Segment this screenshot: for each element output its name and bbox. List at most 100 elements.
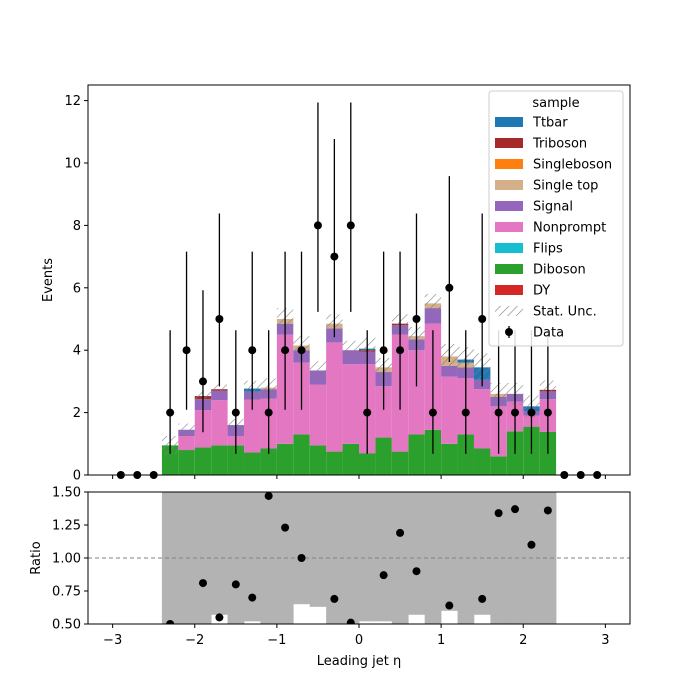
ratio-y-tick-label: 0.50 [52, 618, 81, 633]
bar-diboson [260, 448, 277, 475]
bar-diboson [326, 451, 343, 475]
x-tick-label: 0 [355, 633, 363, 648]
legend-label: Stat. Unc. [533, 305, 597, 320]
y-tick-label: 0 [73, 469, 81, 484]
ratio-band-bin [473, 492, 491, 615]
data-point [166, 408, 175, 417]
bar-nonprompt [342, 364, 359, 444]
legend-title: sample [532, 96, 579, 111]
data-points [116, 102, 602, 479]
ratio-y-tick-label: 1.00 [52, 552, 81, 567]
bar-diboson [391, 451, 409, 475]
bar-diboson [293, 434, 310, 475]
y-tick-label: 4 [73, 344, 81, 359]
data-point [428, 408, 437, 417]
ratio-point [494, 509, 503, 518]
data-point [363, 408, 372, 417]
bar-nonprompt [473, 389, 491, 449]
data-point [543, 408, 552, 417]
data-point [313, 221, 322, 230]
x-tick-label: −1 [267, 633, 286, 648]
bar-nonprompt [408, 350, 425, 435]
ratio-band-bin [441, 492, 458, 611]
legend-swatch [495, 201, 523, 211]
ratio-point [379, 571, 388, 580]
stat-unc-bin [178, 423, 195, 436]
bar-nonprompt [309, 384, 327, 446]
legend-label: Singleboson [533, 158, 612, 173]
data-point [346, 221, 355, 230]
ratio-y-label: Ratio [29, 541, 44, 574]
bar-signal [211, 390, 228, 401]
legend-label: Nonprompt [533, 221, 606, 236]
stat-unc-bin [424, 294, 442, 313]
ratio-point [527, 540, 536, 549]
data-point [182, 346, 191, 355]
data-point [379, 346, 388, 355]
bar-diboson [211, 445, 228, 475]
ratio-band-bin [244, 492, 261, 622]
ratio-y-tick-label: 1.50 [52, 486, 81, 501]
legend-label: Ttbar [532, 116, 568, 131]
bar-diboson [457, 434, 474, 475]
y-tick-label: 12 [64, 94, 81, 109]
legend-swatch [495, 285, 523, 295]
legend-frame [488, 90, 624, 347]
bar-nonprompt [211, 400, 228, 446]
legend-swatch [495, 138, 523, 148]
ratio-band-bin [457, 492, 475, 624]
bar-diboson [309, 445, 327, 475]
ratio-band-bin [408, 492, 425, 615]
ratio-band-bin [211, 492, 228, 615]
data-point [461, 408, 470, 417]
ratio-point [396, 528, 405, 537]
ratio-point [198, 579, 207, 588]
main-x-ticks [112, 475, 606, 479]
ratio-point [478, 594, 487, 603]
ratio-band-bin [490, 492, 508, 624]
ratio-panel: 0.50 0.75 1.00 1.25 1.50 −3 −2 −1 0 1 2 3 Ratio Le… [29, 486, 631, 669]
ratio-point [231, 580, 240, 589]
y-tick-label: 10 [64, 157, 81, 172]
bar-nonprompt [326, 342, 343, 452]
data-point [527, 408, 536, 417]
data-point [396, 346, 405, 355]
data-point [231, 408, 240, 417]
legend-swatch-data-marker [505, 328, 513, 336]
legend-label: Data [533, 326, 564, 341]
ratio-band-bin [391, 492, 409, 624]
bar-signal [441, 365, 458, 377]
x-tick-label: 2 [519, 633, 527, 648]
data-point [198, 377, 207, 386]
x-tick-label: 1 [437, 633, 445, 648]
main-panel: 0 2 4 6 8 10 12 Events [41, 84, 631, 484]
bar-diboson [473, 448, 491, 475]
bar-diboson [490, 456, 507, 475]
ratio-y-tick-label: 1.25 [52, 519, 81, 534]
ratio-point [166, 620, 175, 624]
ratio-point [346, 618, 355, 624]
legend-label: Triboson [532, 137, 587, 152]
bar-diboson [178, 450, 195, 475]
ratio-point [281, 523, 290, 532]
data-point [412, 315, 421, 323]
stat-unc-bin [211, 384, 228, 394]
bar-diboson [375, 437, 392, 475]
x-axis-label: Leading jet η [317, 654, 402, 669]
stat-unc-bin [342, 340, 359, 360]
bar-nonprompt [178, 436, 195, 451]
ratio-y-ticks: 0.50 0.75 1.00 1.25 1.50 [52, 486, 88, 633]
bar-diboson [408, 434, 425, 475]
ratio-point [330, 594, 339, 603]
ratio-band-bin [359, 492, 376, 622]
legend-label: Diboson [533, 263, 586, 278]
bar-diboson [441, 443, 458, 475]
legend-swatch [495, 159, 523, 169]
ratio-x-ticks: −3 −2 −1 0 1 2 3 [103, 624, 610, 648]
legend: sample Ttbar Triboson Singleboson Single to… [488, 90, 624, 347]
ratio-point [445, 601, 454, 610]
bar-diboson [276, 443, 294, 475]
stat-unc-bin [309, 361, 327, 380]
ratio-band-bin [293, 492, 311, 605]
main-y-ticks: 0 2 4 6 8 10 12 [64, 94, 88, 484]
